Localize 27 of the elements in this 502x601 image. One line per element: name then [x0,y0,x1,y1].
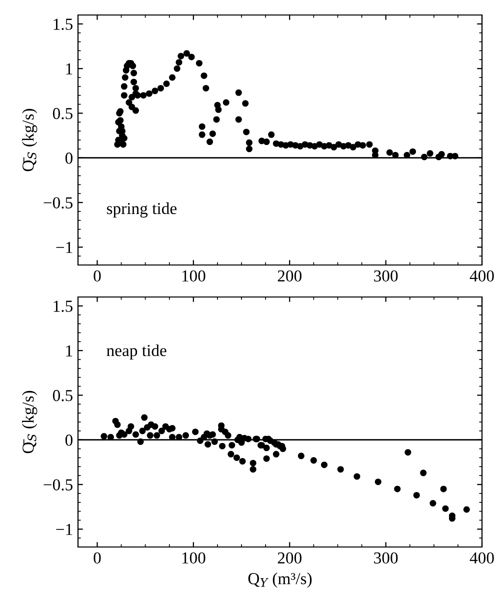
x-tick-label: 100 [182,552,206,564]
y-tick-label: 0.5 [52,390,72,402]
y-tick-label: 0.5 [52,108,72,120]
x-tick-label: 100 [182,270,206,282]
y-axis-title: Q̄$_{S}$ (kg/s) [22,390,38,454]
y-tick-label: 1 [66,345,72,356]
x-tick-label: 300 [374,270,398,282]
x-tick-label: 200 [278,270,302,282]
x-axis-title: Q$_{Y}$ (m³/s) [248,572,312,588]
y-tick-label: −1 [56,242,72,253]
annotation: neap tide [106,344,166,360]
x-tick-label: 200 [278,552,302,564]
y-tick-label: −0.5 [44,197,72,209]
y-tick-label: 0 [65,434,73,446]
y-tick-label: 1.5 [54,300,72,312]
annotation: spring tide [106,202,177,218]
x-tick-label: 400 [470,552,494,564]
y-axis-title: Q̄$_{S}$ (kg/s) [22,108,38,172]
y-tick-label: −1 [56,524,72,535]
y-tick-label: 1 [66,63,72,74]
x-tick-label: 0 [94,552,101,564]
y-tick-label: 1.5 [54,18,72,30]
x-tick-label: 300 [374,552,398,564]
x-tick-label: 0 [94,270,101,282]
y-tick-label: −0.5 [44,479,72,491]
x-tick-label: 400 [470,270,494,282]
y-tick-label: 0 [65,152,73,164]
